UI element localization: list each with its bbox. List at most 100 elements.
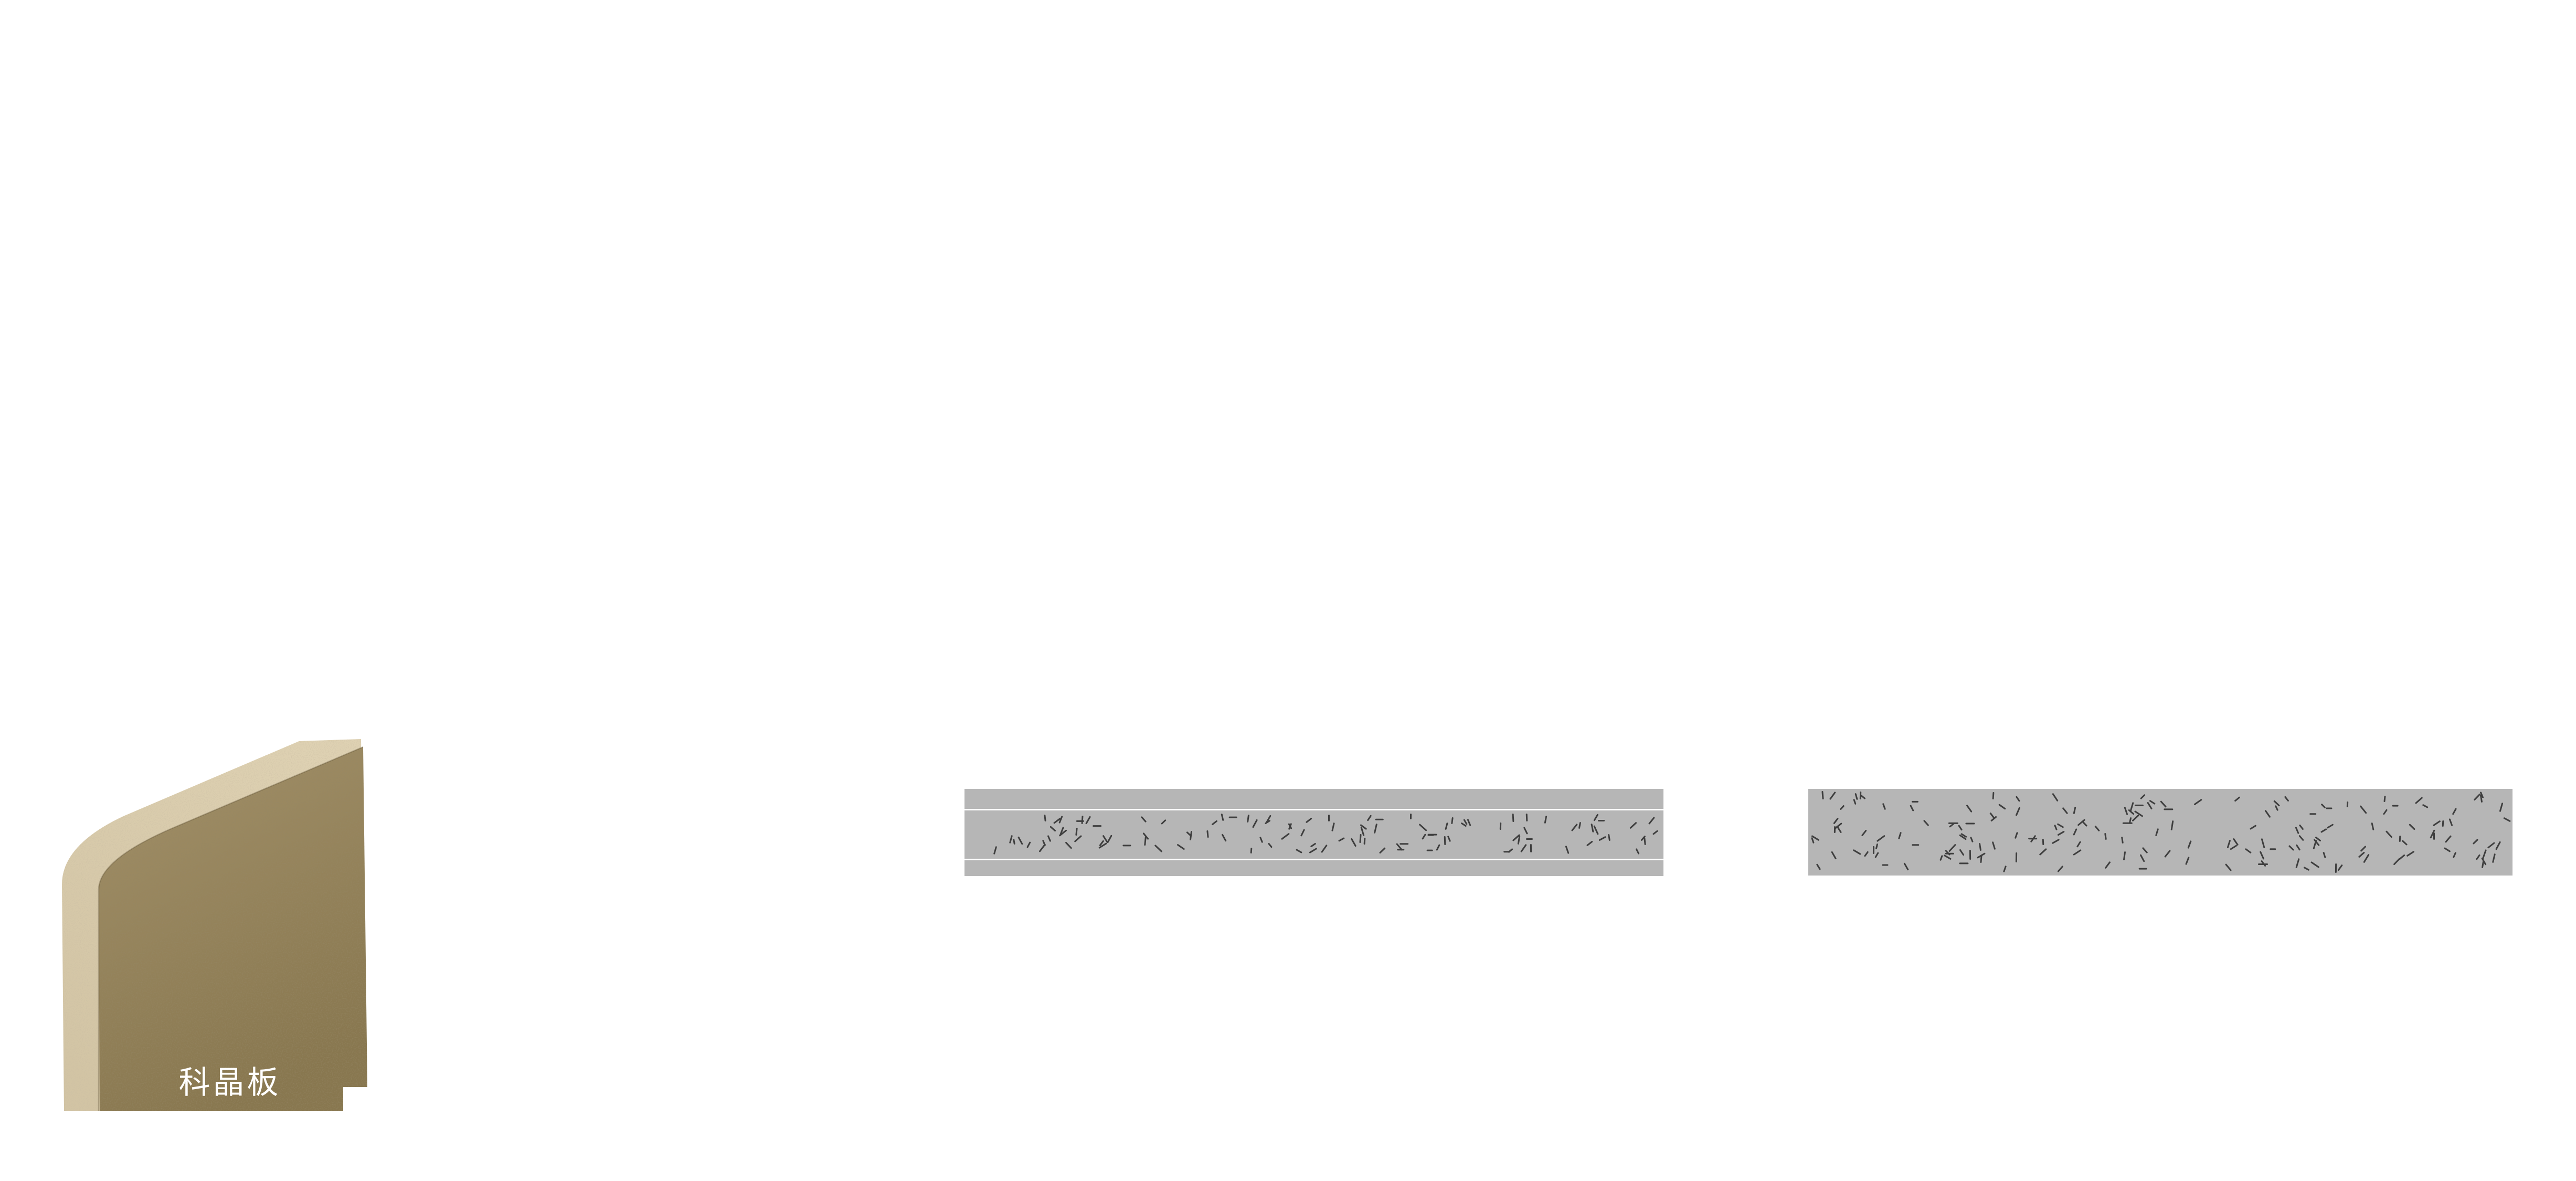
wood-fiber-speckle [2187,840,2192,849]
wood-fiber-speckle [1047,835,1051,842]
wood-fiber-speckle [2003,865,2007,872]
wood-fiber-speckle [2249,825,2257,830]
wood-fiber-speckle [1629,821,1637,829]
wood-fiber-speckle [2015,796,2021,802]
wood-fiber-speckle [2298,835,2305,841]
wood-fiber-speckle [2149,799,2156,805]
wood-fiber-speckle [1065,841,1073,849]
wood-fiber-speckle [2160,800,2167,808]
board-edge-crease [98,746,364,1111]
wood-fiber-speckle [2227,839,2231,848]
wood-fiber-speckle [2475,854,2480,861]
wood-fiber-speckle [1544,815,1547,824]
wood-fiber-speckle [2335,863,2337,873]
wood-fiber-speckle [1189,830,1193,841]
wood-fiber-speckle [1833,817,1839,825]
cross-section-layer-solid [964,789,1663,809]
wood-fiber-speckle [1520,843,1527,853]
wood-fiber-speckle [2323,852,2326,859]
wood-fiber-speckle [2371,822,2374,831]
wood-fiber-speckle [1026,841,1031,848]
wood-fiber-speckle [1525,813,1528,821]
wood-fiber-speckle [2134,804,2144,806]
wood-fiber-speckle [1903,862,1909,870]
wood-fiber-speckle [2495,841,2501,851]
wood-fiber-speckle [2383,795,2386,802]
wood-fiber-speckle [2042,838,2044,845]
wood-fiber-speckle [1912,844,1920,846]
wood-fiber-speckle [1607,834,1610,841]
wood-fiber-speckle [1154,844,1163,852]
wood-fiber-speckle [1911,800,1918,803]
wood-fiber-speckle [1578,822,1582,829]
wood-fiber-speckle [1882,864,1889,866]
wood-fiber-speckle [2320,803,2326,809]
wood-fiber-speckle [2309,813,2317,815]
wood-fiber-speckle [1571,823,1578,831]
wood-fiber-speckle [1085,816,1091,825]
wood-fiber-speckle [2298,824,2304,830]
wood-fiber-speckle [2422,804,2428,808]
wood-fiber-speckle [1852,849,1861,855]
wood-fiber-speckle [2442,820,2444,827]
wood-fiber-speckle [1530,844,1532,852]
wood-fiber-speckle [1296,848,1303,853]
wood-fiber-speckle [1980,854,1983,863]
wood-fiber-speckle [2015,831,2018,839]
wood-fiber-speckle [1250,847,1253,854]
wood-fiber-speckle [1309,847,1318,853]
wood-fiber-speckle [2359,805,2367,814]
wood-fiber-speckle [1816,863,1821,870]
wood-fiber-speckle [1017,836,1023,846]
wood-fiber-speckle [1598,836,1606,841]
wood-fiber-speckle [1998,804,2007,810]
wood-fiber-speckle [1305,817,1312,824]
wood-fiber-speckle [2123,851,2126,861]
wood-fiber-speckle [2039,848,2047,856]
wood-fiber-speckle [1107,835,1113,843]
wood-fiber-speckle [2499,803,2504,813]
cross-section-layer-speckled [1808,789,2513,876]
wood-fiber-speckle [2359,846,2367,852]
wood-fiber-speckle [1328,815,1330,821]
wood-fiber-speckle [2452,808,2457,815]
wood-fiber-speckle [1397,849,1405,851]
wood-fiber-speckle [1076,820,1084,822]
wood-fiber-speckle [2185,857,2190,865]
wood-fiber-speckle [1830,851,1837,860]
wood-fiber-speckle [1508,848,1514,853]
wood-fiber-speckle [2337,864,2343,872]
wood-fiber-speckle [1959,862,1969,864]
wood-fiber-speckle [2123,822,2133,824]
wood-fiber-speckle [2386,830,2393,838]
wood-fiber-speckle [1447,835,1451,842]
wood-fiber-speckle [2295,858,2300,869]
wood-fiber-speckle [2124,806,2128,816]
wood-fiber-speckle [2139,854,2145,862]
wood-fiber-speckle [2503,817,2511,822]
wood-fiber-speckle [2433,832,2435,840]
wood-fiber-speckle [1363,837,1366,845]
cross-section-layer-speckled [964,810,1663,859]
wood-fiber-speckle [1648,816,1655,825]
wood-fiber-speckle [1366,814,1372,821]
wood-fiber-speckle [2015,807,2020,816]
wood-fiber-speckle [2415,797,2423,805]
cross-section-layer-solid [964,860,1663,876]
wood-fiber-speckle [1565,846,1570,854]
wood-fiber-speckle [1943,854,1952,860]
wood-fiber-speckle [2382,809,2388,815]
wood-fiber-speckle [2094,825,2100,832]
wood-fiber-speckle [2288,845,2295,851]
uniform-board-cross-section [1808,789,2513,876]
wood-fiber-speckle [1970,836,1974,843]
wood-fiber-speckle [1092,825,1101,827]
wood-fiber-speckle [2445,835,2452,843]
wood-fiber-speckle [2164,808,2174,810]
wood-fiber-speckle [1176,843,1185,850]
wood-fiber-speckle [2076,840,2081,848]
wood-fiber-speckle [1854,793,1858,800]
wood-fiber-speckle [2234,796,2241,802]
wood-fiber-speckle [1228,816,1238,818]
wood-fiber-speckle [1965,823,1975,825]
